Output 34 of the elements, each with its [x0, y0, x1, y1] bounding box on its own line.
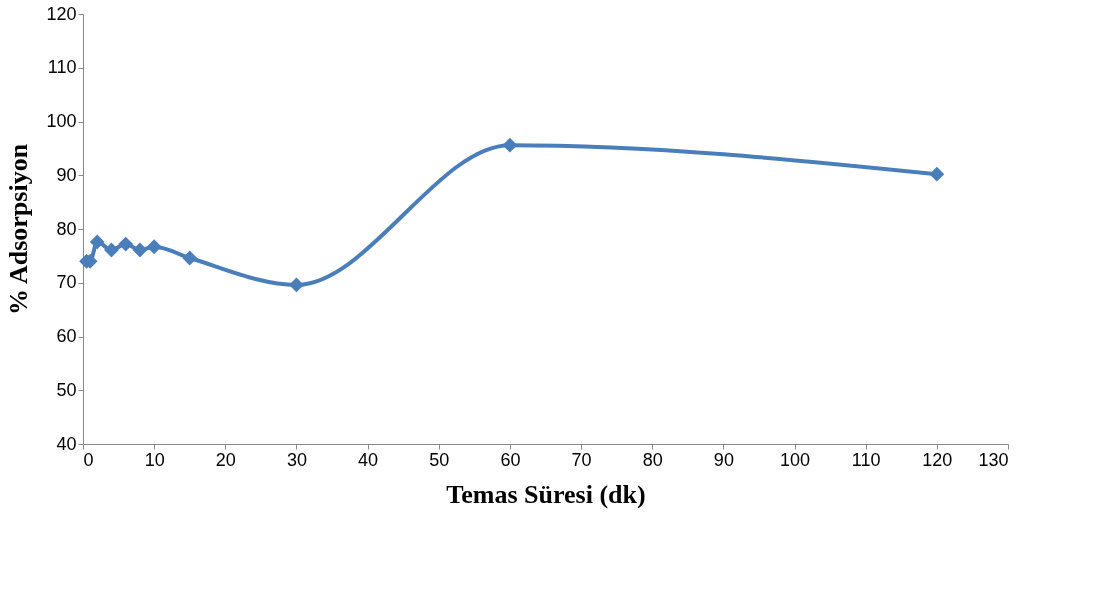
y-tick-label: 50 [56, 379, 77, 400]
x-tick-label: 50 [429, 449, 450, 470]
point [118, 236, 134, 252]
point [146, 239, 162, 255]
point [929, 166, 945, 182]
x-tick-label: 40 [358, 449, 379, 470]
y-tick-label: 60 [56, 326, 77, 346]
y-tick-label: 120 [46, 3, 77, 24]
x-tick-label: 60 [500, 449, 521, 470]
point [104, 242, 119, 258]
x-axis-title: Temas Süresi (dk) [446, 479, 646, 509]
x-tick-label: 70 [571, 449, 592, 470]
x-tick-label: 10 [144, 449, 165, 470]
x-tick-label: 100 [780, 449, 811, 470]
y-tick-label: 110 [47, 57, 77, 78]
x-tick-label: 90 [713, 449, 734, 470]
point [289, 277, 304, 293]
y-tick-label: 80 [56, 218, 77, 239]
x-tick-label: 0 [83, 449, 94, 470]
y-axis-title: % Adsorpsiyon [4, 143, 34, 316]
y-tick-label: 90 [56, 164, 77, 185]
point [89, 234, 105, 250]
x-tick-label: 80 [642, 449, 663, 470]
x-tick-label: 120 [922, 449, 953, 470]
point [502, 137, 518, 153]
point [132, 242, 148, 258]
y-tick-label: 70 [56, 272, 77, 293]
x-tick-label: 20 [215, 449, 236, 470]
y-tick-label: 40 [56, 433, 77, 454]
x-tick-label: 130 [978, 449, 1009, 470]
x-tick-label: 30 [286, 449, 307, 470]
point [182, 250, 198, 266]
y-tick-label: 100 [46, 111, 77, 131]
x-tick-label: 110 [851, 449, 881, 470]
